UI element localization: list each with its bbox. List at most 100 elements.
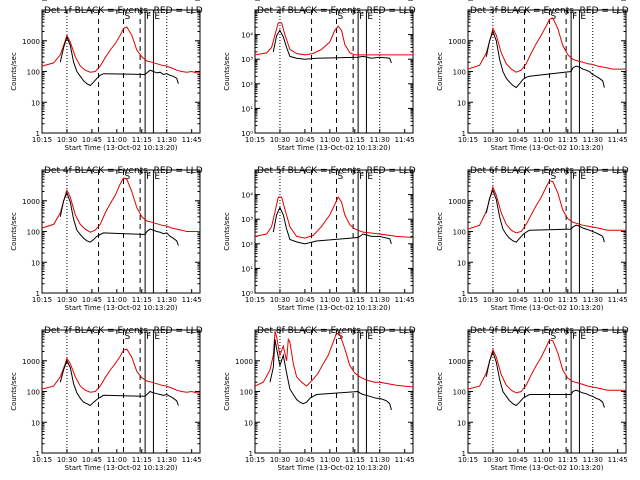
y-tick-label: 100	[27, 389, 40, 397]
y-axis-label: Counts/sec	[10, 52, 18, 91]
time-marker-label: F	[572, 12, 577, 22]
x-tick-label: 10:15	[32, 136, 52, 144]
x-tick-label: 10:30	[483, 456, 503, 464]
x-tick-label: 11:45	[182, 136, 202, 144]
x-tick-label: 11:15	[345, 456, 365, 464]
y-tick-label: 100	[240, 389, 253, 397]
time-marker-label: S	[550, 332, 556, 342]
x-tick-label: 11:45	[608, 296, 628, 304]
x-tick-label: 11:45	[395, 456, 415, 464]
plot-frame	[254, 9, 414, 134]
y-axis-label: Counts/sec	[223, 372, 231, 411]
y-tick-label: 1	[462, 290, 466, 298]
y-tick-label: 10	[457, 99, 466, 107]
events-series-line	[485, 30, 605, 89]
events-series-line	[485, 188, 605, 243]
time-marker-label: E	[367, 332, 373, 342]
x-tick-label: 11:15	[345, 136, 365, 144]
x-tick-label: 11:15	[132, 456, 152, 464]
y-tick-label: 10⁴	[241, 192, 253, 200]
x-tick-label: 11:00	[533, 136, 553, 144]
x-tick-label: 11:00	[107, 296, 127, 304]
y-tick-label: 1	[462, 130, 466, 138]
y-tick-label: 10	[31, 259, 40, 267]
x-tick-label: 10:15	[245, 296, 265, 304]
x-tick-label: 11:30	[583, 296, 603, 304]
time-marker-label: F	[572, 172, 577, 182]
y-tick-label: 10⁰	[241, 130, 253, 138]
x-tick-label: 10:45	[508, 456, 528, 464]
x-axis-label: Start Time (13-Oct-02 10:13:20)	[278, 304, 391, 312]
y-tick-label: 10000	[231, 0, 253, 2]
time-marker-label: E	[580, 172, 586, 182]
x-tick-label: 11:00	[107, 456, 127, 464]
y-tick-label: 10	[31, 99, 40, 107]
y-tick-label: 100	[27, 69, 40, 77]
x-tick-label: 11:30	[157, 456, 177, 464]
x-tick-label: 10:30	[270, 456, 290, 464]
plot-frame	[41, 9, 201, 134]
y-tick-label: 10¹	[241, 105, 253, 113]
y-axis-label: Counts/sec	[10, 372, 18, 411]
x-tick-label: 11:00	[320, 136, 340, 144]
x-axis-label: Start Time (13-Oct-02 10:13:20)	[491, 304, 604, 312]
events-series-line	[272, 29, 392, 64]
x-tick-label: 11:30	[583, 136, 603, 144]
y-tick-label: 10000	[444, 0, 466, 2]
y-tick-label: 10³	[241, 216, 253, 224]
x-tick-label: 10:30	[57, 456, 77, 464]
y-tick-label: 10¹	[241, 265, 253, 273]
y-tick-label: 10⁴	[241, 32, 253, 40]
y-tick-label: 10⁰	[241, 290, 253, 298]
time-marker-label: E	[154, 12, 160, 22]
events-series-line	[59, 359, 179, 407]
x-tick-label: 10:30	[270, 296, 290, 304]
y-tick-label: 10²	[241, 81, 253, 89]
lld-series-line	[467, 339, 626, 394]
x-tick-label: 11:15	[132, 136, 152, 144]
y-tick-label: 10	[457, 259, 466, 267]
events-series-line	[272, 206, 392, 245]
x-axis-label: Start Time (13-Oct-02 10:13:20)	[278, 464, 391, 472]
y-tick-label: 1	[36, 450, 40, 458]
time-marker-label: S	[550, 172, 556, 182]
time-marker-label: E	[580, 12, 586, 22]
y-tick-label: 10²	[241, 241, 253, 249]
time-marker-label: S	[124, 172, 130, 182]
y-tick-label: 1000	[22, 198, 40, 206]
events-series-line	[269, 339, 392, 411]
y-tick-label: 10	[244, 419, 253, 427]
time-marker-label: S	[124, 332, 130, 342]
x-tick-label: 11:00	[320, 296, 340, 304]
y-tick-label: 10000	[444, 0, 466, 2]
x-tick-label: 11:30	[157, 296, 177, 304]
x-tick-label: 11:15	[132, 296, 152, 304]
x-tick-label: 11:45	[182, 456, 202, 464]
y-tick-label: 10	[457, 419, 466, 427]
y-tick-label: 100	[27, 229, 40, 237]
x-tick-label: 10:30	[57, 136, 77, 144]
time-marker-label: S	[337, 12, 343, 22]
y-tick-label: 1	[36, 130, 40, 138]
lld-series-line	[41, 348, 200, 394]
y-tick-label: 1	[462, 450, 466, 458]
y-tick-label: 1000	[448, 358, 466, 366]
x-tick-label: 10:15	[458, 136, 478, 144]
x-tick-label: 10:30	[270, 136, 290, 144]
x-tick-label: 11:45	[608, 136, 628, 144]
x-axis-label: Start Time (13-Oct-02 10:13:20)	[491, 464, 604, 472]
plot-frame	[41, 329, 201, 454]
time-marker-label: E	[580, 332, 586, 342]
x-tick-label: 11:30	[370, 136, 390, 144]
plot-frame	[467, 169, 627, 294]
plot-frame	[467, 9, 627, 134]
x-tick-label: 11:45	[182, 296, 202, 304]
y-axis-label: Counts/sec	[10, 212, 18, 251]
events-series-line	[59, 191, 179, 246]
x-tick-label: 11:45	[395, 136, 415, 144]
